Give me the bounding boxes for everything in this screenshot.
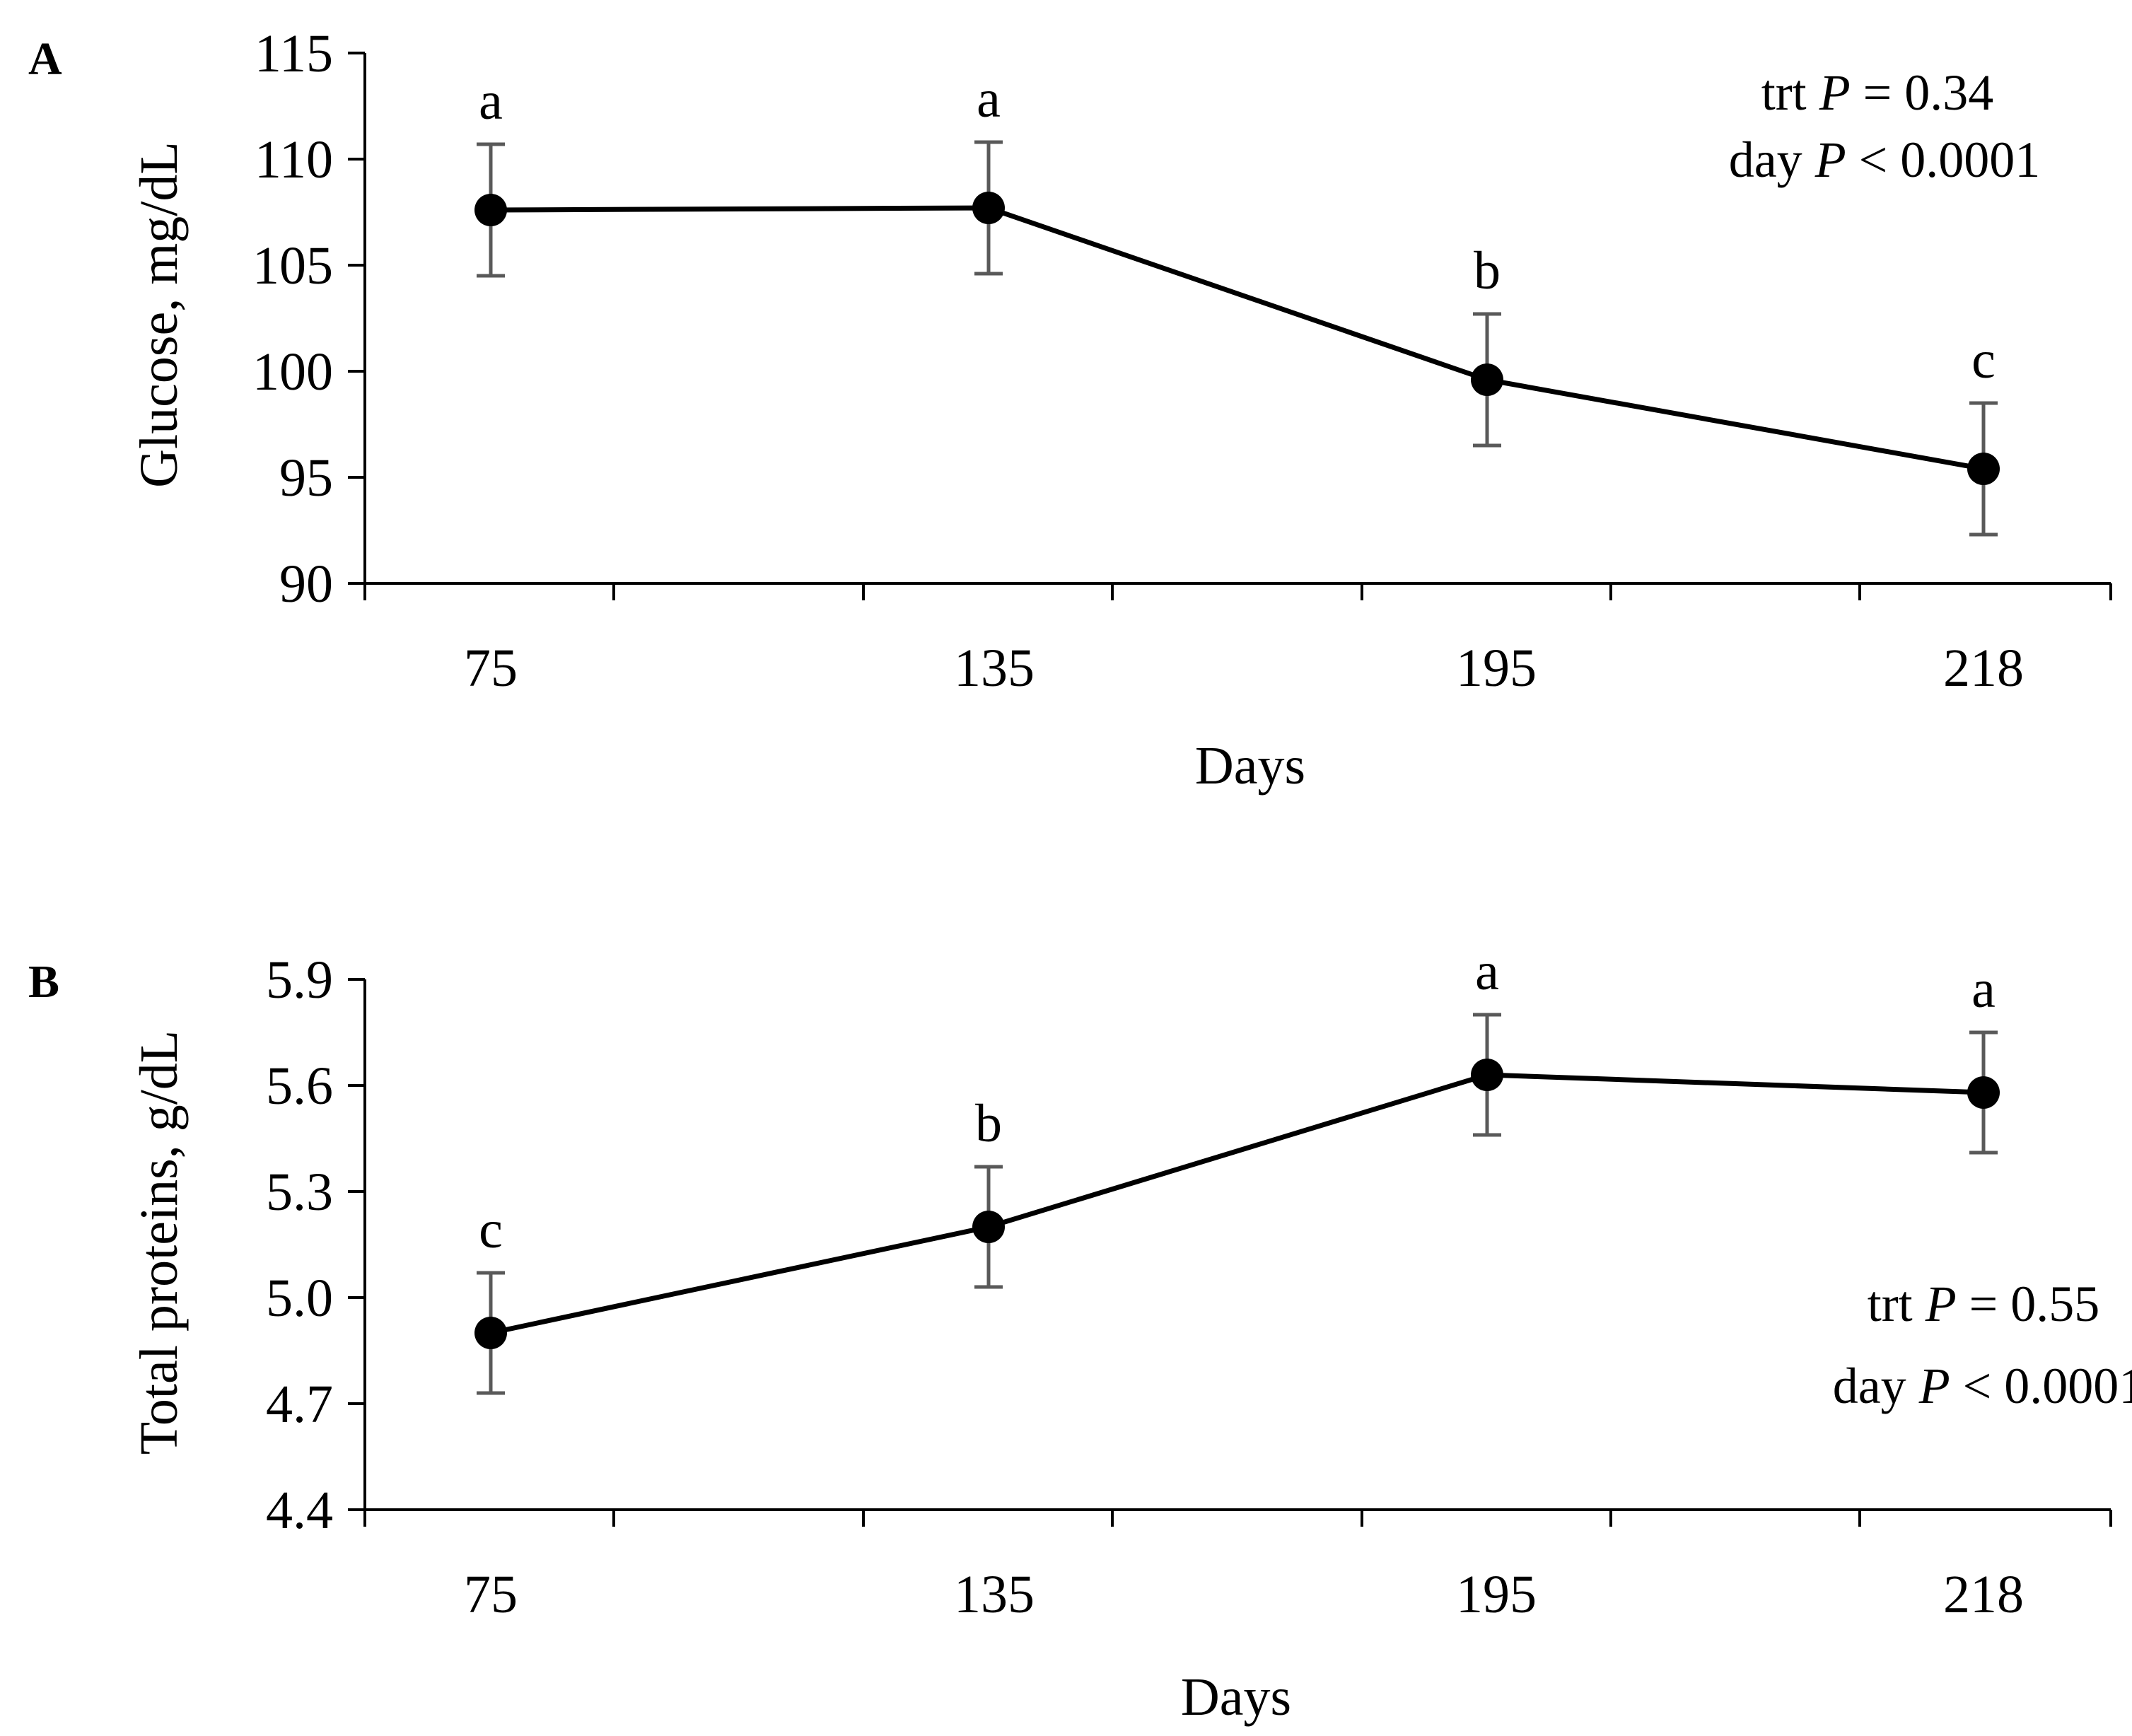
x-tick-label: 135 xyxy=(954,639,1035,698)
y-tick-label: 5.3 xyxy=(266,1163,333,1222)
x-tick-label: 195 xyxy=(1456,1565,1537,1624)
y-tick-label: 5.6 xyxy=(266,1056,333,1116)
data-point xyxy=(1471,363,1503,396)
y-tick-label: 105 xyxy=(252,236,333,296)
x-tick-label: 75 xyxy=(464,639,518,698)
panel-label: A xyxy=(28,33,62,85)
significance-letter: b xyxy=(1474,241,1501,301)
y-tick-label: 5.0 xyxy=(266,1269,333,1328)
series-line xyxy=(490,205,1984,472)
plot-area: c b a a xyxy=(474,942,2000,1395)
x-axis-title: Days xyxy=(1195,736,1305,796)
x-tick-label: 218 xyxy=(1943,639,2024,698)
panel-a: A Glucose, mg/dL Days trt P = 0.34 day P… xyxy=(28,24,2112,796)
significance-letter: c xyxy=(479,1200,503,1259)
y-tick-label: 90 xyxy=(279,554,333,614)
y-axis: 4.4 4.7 5.0 5.3 5.6 5.9 xyxy=(266,950,366,1540)
significance-letter: a xyxy=(1475,942,1499,1001)
day-p-annotation: day P < 0.0001 xyxy=(1833,1358,2132,1414)
x-axis-title: Days xyxy=(1181,1667,1291,1727)
data-point xyxy=(972,1211,1005,1243)
x-tick-label: 195 xyxy=(1456,639,1537,698)
significance-letter: a xyxy=(977,69,1001,129)
y-tick-label: 5.9 xyxy=(266,950,333,1010)
significance-letter: b xyxy=(975,1094,1002,1153)
y-axis: 90 95 100 105 110 115 xyxy=(252,24,366,614)
data-point xyxy=(474,194,507,226)
x-tick-label: 218 xyxy=(1943,1565,2024,1624)
y-axis-title: Glucose, mg/dL xyxy=(129,141,189,488)
x-axis: 75 135 195 218 xyxy=(363,1508,2112,1624)
panel-label: B xyxy=(28,956,59,1008)
y-tick-label: 110 xyxy=(255,130,333,190)
y-tick-label: 95 xyxy=(279,448,333,508)
series-line xyxy=(490,1072,1984,1336)
y-tick-label: 4.4 xyxy=(266,1481,333,1540)
significance-letter: a xyxy=(479,71,503,131)
data-point xyxy=(474,1317,507,1349)
trt-p-annotation: trt P = 0.34 xyxy=(1761,64,1994,121)
x-tick-label: 135 xyxy=(954,1565,1035,1624)
y-tick-label: 4.7 xyxy=(266,1375,333,1434)
significance-letter: a xyxy=(1971,960,1996,1019)
x-tick-label: 75 xyxy=(464,1565,518,1624)
day-p-annotation: day P < 0.0001 xyxy=(1729,132,2041,188)
plot-area: a a b c xyxy=(474,69,2000,537)
x-axis: 75 135 195 218 xyxy=(363,582,2112,698)
data-point xyxy=(1967,1076,2000,1109)
data-point xyxy=(1471,1059,1503,1091)
y-axis-title: Total proteins, g/dL xyxy=(129,1030,189,1455)
y-tick-label: 115 xyxy=(255,24,333,83)
panel-b: B Total proteins, g/dL Days trt P = 0.55… xyxy=(28,942,2132,1727)
data-point xyxy=(1967,453,2000,485)
y-tick-label: 100 xyxy=(252,342,333,402)
significance-letter: c xyxy=(1971,330,1996,390)
data-point xyxy=(972,192,1005,224)
trt-p-annotation: trt P = 0.55 xyxy=(1868,1276,2100,1332)
